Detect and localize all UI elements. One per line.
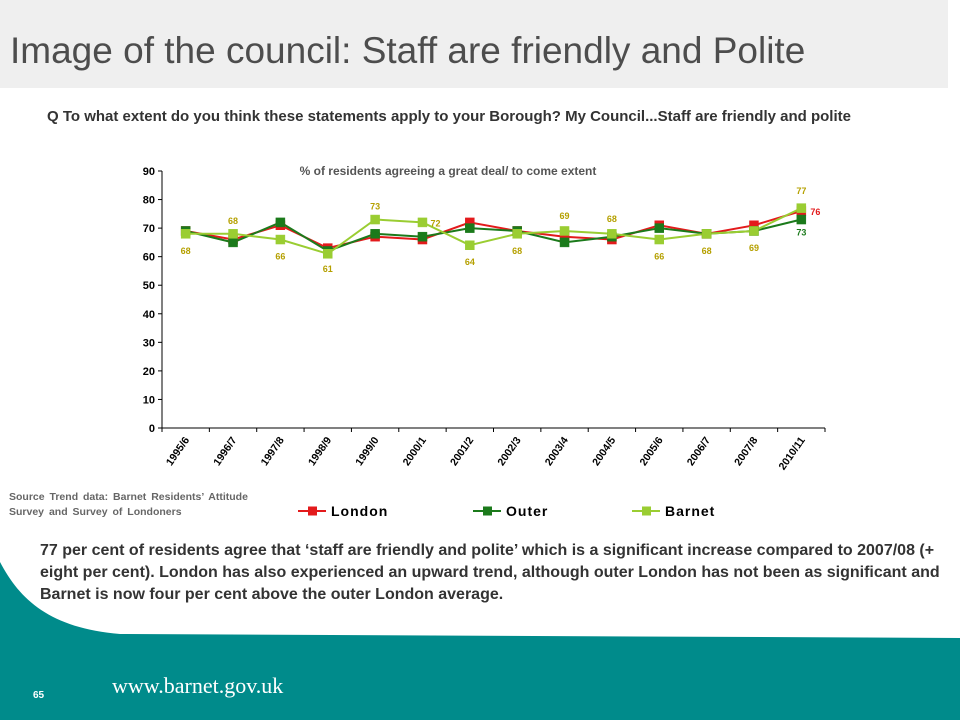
data-label-barnet: 66 [654,252,664,262]
data-label-barnet: 68 [702,246,712,256]
data-label-barnet: 66 [275,252,285,262]
data-label-barnet: 61 [323,264,333,274]
chart-axes: 0 10 20 30 40 50 60 70 80 90 1995/6 1996/7 1997/8 199… [143,166,826,473]
x-tick-label: 1995/6 [164,435,192,468]
data-label-barnet: 68 [607,214,617,224]
data-label-barnet: 69 [560,211,570,221]
data-point-barnet [180,229,191,239]
y-tick-label: 70 [143,223,155,235]
x-tick-label: 2001/2 [448,435,476,468]
series-line-barnet [185,207,802,255]
data-point-outer [465,223,475,233]
data-label-barnet: 69 [749,243,759,253]
legend-label: Outer [506,503,548,519]
x-tick-label: 1996/7 [211,435,239,468]
x-tick-label: 2002/3 [495,435,523,468]
data-point-outer [370,229,380,239]
data-point-barnet [701,229,712,239]
slide-title: Image of the council: Staff are friendly… [10,30,806,71]
legend-label: Barnet [665,503,715,519]
data-point-barnet [228,229,238,239]
series-layer: 76 73 68 68 66 61 73 72 64 68 69 68 66 68 69 77 [181,186,821,274]
title-bar [0,0,948,88]
legend-swatch-marker [642,506,651,516]
y-tick-label: 20 [143,366,155,378]
data-point-outer [796,214,807,225]
x-tick-label: 2006/7 [685,435,713,468]
x-tick-label: 2005/6 [637,435,665,468]
data-point-barnet [417,217,428,228]
x-tick-label: 1998/9 [306,435,334,468]
y-tick-label: 90 [143,166,155,178]
chart-title: % of residents agreeing a great deal/ to… [300,164,597,178]
legend-swatch-marker [308,506,317,516]
data-point-outer [559,237,570,248]
y-tick-label: 10 [143,394,155,406]
source-note: Source Trend data: Barnet Residents’ Att… [9,491,248,518]
legend-label: London [331,503,388,519]
x-tick-label: 2004/5 [590,435,618,468]
data-point-barnet [796,203,807,213]
data-label-barnet: 64 [465,257,475,267]
footer-url[interactable]: www.barnet.gov.uk [112,673,284,698]
y-tick-label: 30 [143,337,155,349]
y-tick-label: 50 [143,280,155,292]
data-label-barnet: 68 [181,246,191,256]
data-point-outer [275,217,286,228]
data-point-barnet [607,229,617,239]
chart-legend: London Outer Barnet [298,503,715,519]
footer-band [0,562,960,720]
survey-question: Q To what extent do you think these stat… [47,108,851,125]
data-label-barnet: 68 [228,216,238,226]
x-tick-label: 1999/0 [353,435,381,468]
data-point-barnet [323,249,333,259]
page-number: 65 [33,690,45,701]
summary-text: 77 per cent of residents agree that ‘sta… [40,542,940,603]
data-point-barnet [654,234,664,245]
y-tick-label: 80 [143,195,155,207]
data-point-outer [228,237,238,248]
data-point-barnet [275,234,286,245]
data-point-outer [417,231,428,242]
data-point-barnet [512,229,522,239]
data-point-barnet [749,226,759,236]
data-label-barnet: 73 [370,202,380,212]
legend-swatch-marker [483,506,492,516]
data-point-barnet [465,240,475,250]
data-label-outer: 73 [796,228,806,238]
x-tick-label: 2000/1 [401,435,429,468]
y-tick-label: 0 [149,423,155,435]
data-point-barnet [370,214,380,225]
x-tick-label: 1997/8 [259,435,287,468]
data-label-london: 76 [810,207,820,217]
data-label-barnet: 68 [512,246,522,256]
data-label-barnet: 72 [430,218,440,228]
data-point-barnet [559,226,570,236]
series-line-outer [185,218,802,253]
x-tick-label: 2007/8 [732,435,760,468]
data-point-outer [654,223,664,233]
x-tick-label: 2003/4 [543,435,571,468]
data-label-barnet: 77 [796,186,806,196]
x-tick-label: 2010/11 [777,435,808,473]
y-tick-label: 40 [143,309,155,321]
y-tick-label: 60 [143,252,155,264]
